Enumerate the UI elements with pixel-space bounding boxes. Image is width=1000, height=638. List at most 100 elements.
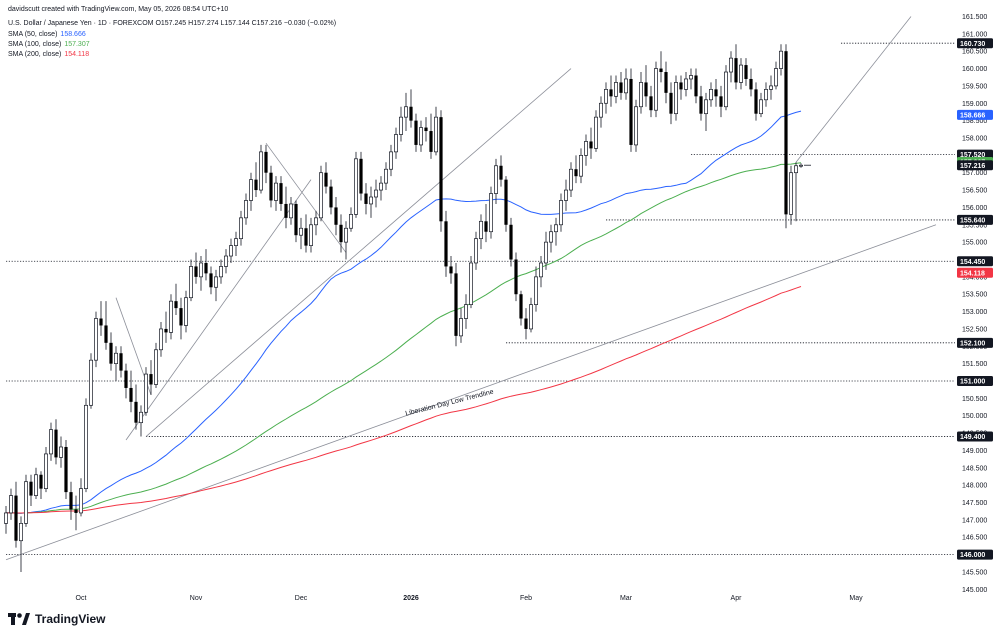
candle-body-down [754,89,757,113]
candle-body-down [119,353,122,370]
candle-body-down [699,96,702,113]
price-tick-label: 160.000 [962,66,987,73]
candle [784,44,787,228]
price-tick-label: 161.000 [962,31,987,38]
candle-body-up [779,51,782,68]
level-badge-label: 160.730 [960,41,985,48]
candle-body-up [759,100,762,114]
candle-body-up [384,169,387,183]
candle [154,343,157,388]
candle-body-down [784,51,787,214]
level-badge: 146.000 [957,550,993,560]
candle-body-down [104,325,107,342]
candle [634,100,637,152]
candle-body-up [9,496,12,513]
candle [169,294,172,339]
candle-body-up [789,173,792,215]
candle-body-down [664,72,667,93]
time-tick-label: Apr [731,595,743,602]
level-badge-label: 155.640 [960,218,985,225]
candle-body-down [719,96,722,106]
candle-body-up [374,190,377,197]
current-price-badge-label: 157.216 [960,163,985,170]
candle-body-up [739,65,742,82]
candle [144,367,147,416]
candle-body-up [49,430,52,454]
candle-body-down [519,294,522,318]
candle [359,152,362,201]
candle-body-up [564,190,567,200]
candle-body-up [154,350,157,385]
candle-body-down [424,128,427,131]
sma200-legend[interactable]: SMA (200, close)154.118 [8,50,89,59]
candle-body-up [144,374,147,412]
candle-body-down [359,159,362,194]
time-tick-label: Mar [620,595,633,602]
candle [674,75,677,120]
candle-body-up [774,69,777,86]
candle-body-up [684,79,687,89]
candle-body-down [304,228,307,245]
candle [504,176,507,232]
candle [654,62,657,118]
candle-body-down [174,301,177,308]
sma100-legend[interactable]: SMA (100, close)157.307 [8,40,90,49]
candle-body-up [159,329,162,350]
candle-body-down [334,207,337,224]
tradingview-brand[interactable]: TradingView [8,612,105,626]
candle-body-up [404,107,407,117]
candle-body-down [64,447,67,492]
candle-body-up [289,204,292,218]
candle-body-down [39,475,42,489]
candle [514,253,517,302]
price-tick-label: 153.000 [962,309,987,316]
candle-body-up [794,166,797,173]
candle-body-down [134,402,137,423]
candle-body-down [329,187,332,208]
price-tick-label: 153.500 [962,292,987,299]
candle-body-down [279,183,282,204]
candle [44,447,47,492]
brand-name: TradingView [35,612,105,626]
level-badge: 154.450 [957,256,993,266]
price-tick-label: 160.500 [962,49,987,56]
candle-body-up [24,482,27,524]
candle-body-up [624,79,627,93]
candle [454,263,457,346]
candle-body-down [574,169,577,176]
candle-body-up [309,225,312,246]
price-tick-label: 148.000 [962,483,987,490]
sma100-value: 157.307 [64,41,89,48]
candle [64,440,67,499]
candle-body-down [14,496,17,541]
candle-body-up [214,277,217,287]
candle-body-up [634,107,637,145]
candle-body-down [129,388,132,402]
symbol-line[interactable]: U.S. Dollar / Japanese Yen · 1D · FOREXC… [8,19,336,28]
candle-body-down [264,152,267,173]
candle-body-up [184,298,187,326]
candle [259,145,262,194]
candle-body-up [674,82,677,113]
candle-body-up [234,239,237,246]
candle-body-up [799,165,802,166]
candle-body-up [394,135,397,152]
price-tick-label: 150.500 [962,396,987,403]
price-tick-label: 148.500 [962,465,987,472]
candle-body-up [94,319,97,361]
candle [89,353,92,409]
candle-body-up [599,103,602,117]
sma50-value: 158.666 [60,31,85,38]
sma50-legend[interactable]: SMA (50, close)158.666 [8,30,86,39]
candle-body-up [244,200,247,217]
sma200-value: 154.118 [64,51,89,58]
candle-body-down [254,180,257,190]
sma100-label: SMA (100, close) [8,41,61,48]
candle-body-up [189,266,192,297]
price-tick-label: 156.000 [962,205,987,212]
candle-body-down [609,89,612,96]
candle [319,166,322,222]
candle-body-up [554,225,557,232]
candle-body-up [494,166,497,194]
